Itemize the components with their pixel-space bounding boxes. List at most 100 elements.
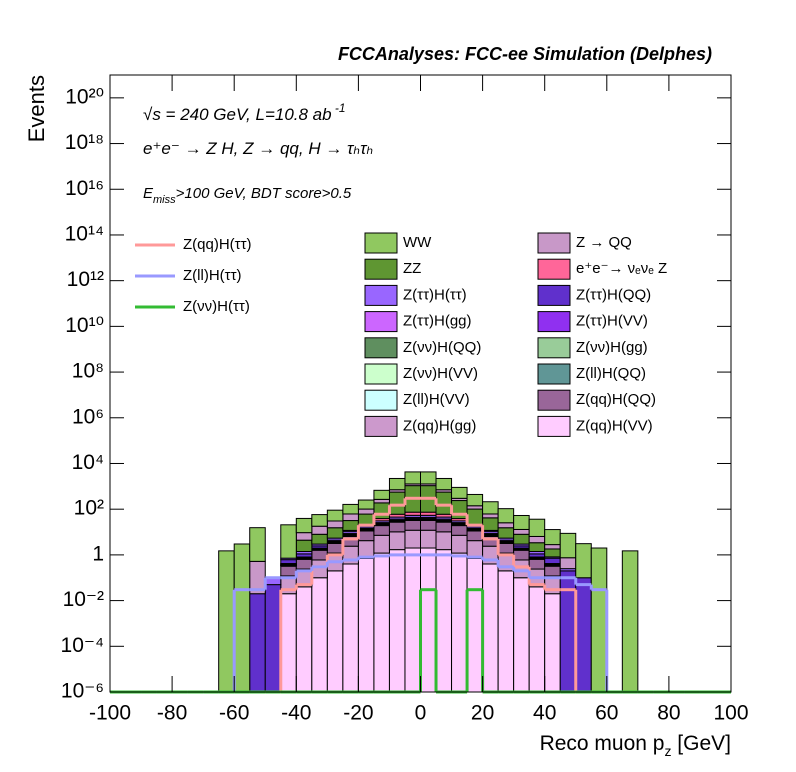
bar-segment bbox=[342, 563, 359, 693]
legend-label: Z → QQ bbox=[576, 234, 632, 251]
bar-segment bbox=[435, 531, 453, 551]
bar-segment bbox=[388, 477, 406, 491]
bar-segment bbox=[264, 584, 282, 693]
bar-segment bbox=[420, 471, 437, 485]
bar-segment bbox=[435, 521, 453, 533]
bar-segment bbox=[528, 542, 546, 552]
legend-swatch bbox=[537, 311, 571, 333]
y-tick-label: 10⁸ bbox=[72, 360, 104, 383]
bar-segment bbox=[497, 542, 515, 554]
bar-segment bbox=[466, 530, 484, 542]
legend-swatch bbox=[364, 363, 398, 385]
bar-segment bbox=[497, 570, 515, 693]
legend-swatch bbox=[537, 363, 571, 385]
bar-segment bbox=[497, 508, 515, 524]
legend-label: Z(ττ)H(QQ) bbox=[576, 286, 651, 303]
legend-swatch bbox=[364, 311, 398, 333]
legend-swatch bbox=[364, 284, 398, 306]
y-tick-label: 10¹⁶ bbox=[65, 177, 104, 200]
bar-segment bbox=[435, 549, 453, 693]
bar-segment bbox=[404, 547, 422, 693]
bar-segment bbox=[311, 525, 328, 535]
bar-segment bbox=[544, 565, 561, 577]
legend-swatch bbox=[537, 337, 571, 359]
legend-label: Z(νν)H(gg) bbox=[576, 339, 648, 356]
bar-segment bbox=[544, 529, 561, 546]
bar-segment bbox=[357, 530, 375, 542]
bar-segment bbox=[451, 552, 468, 693]
bar-segment bbox=[513, 559, 530, 579]
bar-segment bbox=[528, 586, 546, 693]
bar-segment bbox=[404, 529, 422, 549]
bar-segment bbox=[311, 577, 328, 693]
legend-swatch bbox=[364, 258, 398, 280]
bar-segment bbox=[388, 491, 406, 515]
bar-segment bbox=[295, 539, 313, 552]
y-tick-label: 1 bbox=[92, 542, 104, 565]
legend-swatch bbox=[537, 415, 571, 437]
x-axis-label-part: [GeV] bbox=[671, 732, 731, 755]
bar-segment bbox=[233, 543, 251, 693]
bar-segment bbox=[590, 547, 608, 693]
bar-segment bbox=[420, 519, 437, 531]
legend-label: Z(qq)H(gg) bbox=[403, 417, 476, 434]
bar-segment bbox=[326, 542, 344, 554]
bar-segment bbox=[249, 593, 266, 693]
x-tick-label: 80 bbox=[657, 702, 680, 725]
bar-segment bbox=[482, 513, 499, 519]
bar-segment bbox=[513, 533, 530, 545]
bar-segment bbox=[357, 499, 375, 510]
y-tick-label: 10¹⁸ bbox=[65, 131, 104, 154]
annotation-part: √s = 240 GeV, L=10.8 ab bbox=[143, 105, 332, 124]
annotation: e⁺e⁻ → Z H, Z → qq, H → τₕτₕ bbox=[143, 139, 373, 158]
bar-segment bbox=[357, 557, 375, 693]
legend-swatch bbox=[364, 337, 398, 359]
bar-segment bbox=[388, 521, 406, 533]
bar-segment bbox=[544, 593, 561, 693]
bar-segment bbox=[373, 534, 390, 554]
legend-label: Z(ll)H(QQ) bbox=[576, 365, 646, 382]
annotation-part: e⁺e⁻ → Z H, Z → qq, H → τₕτₕ bbox=[143, 139, 373, 158]
legend-swatch bbox=[364, 232, 398, 254]
bar-segment bbox=[435, 477, 453, 491]
legend-swatch bbox=[364, 389, 398, 411]
bar-segment bbox=[559, 532, 577, 559]
bar-segment bbox=[575, 543, 592, 579]
bar-segment bbox=[280, 565, 297, 577]
x-axis-label-part: z bbox=[664, 743, 671, 759]
legend-label: Z(ll)H(ττ) bbox=[183, 267, 242, 284]
bar-segment bbox=[295, 586, 313, 693]
bar-segment bbox=[420, 547, 437, 693]
annotation-part: E bbox=[143, 185, 154, 202]
bar-segment bbox=[311, 514, 328, 527]
y-tick-label: 10¹² bbox=[67, 268, 104, 291]
y-tick-label: 10¹⁴ bbox=[65, 223, 104, 246]
legend-label: Z(ττ)H(gg) bbox=[403, 313, 472, 330]
x-tick-label: 40 bbox=[533, 702, 556, 725]
legend-swatch bbox=[537, 258, 571, 280]
bar-segment bbox=[388, 549, 406, 693]
y-tick-label: 10⁶ bbox=[72, 405, 104, 428]
bar-segment bbox=[357, 508, 375, 515]
bar-segment bbox=[621, 550, 639, 693]
bar-segment bbox=[544, 548, 561, 558]
bar-segment bbox=[544, 544, 561, 550]
x-axis-label: Reco muon pz [GeV] bbox=[540, 732, 731, 759]
y-tick-label: 10¹⁰ bbox=[65, 314, 104, 337]
bar-segment bbox=[528, 558, 546, 570]
bar-segment bbox=[326, 509, 344, 522]
bar-segment bbox=[497, 522, 515, 529]
bar-segment bbox=[326, 520, 344, 529]
bar-segment bbox=[373, 552, 390, 693]
bar-segment bbox=[559, 557, 577, 570]
x-tick-label: -60 bbox=[219, 702, 249, 725]
bar-segment bbox=[280, 593, 297, 693]
x-tick-label: 20 bbox=[471, 702, 494, 725]
annotation-part: >100 GeV, BDT score>0.5 bbox=[176, 185, 352, 202]
legend-label: WW bbox=[403, 234, 432, 251]
y-tick-label: 10²⁰ bbox=[65, 85, 104, 108]
y-tick-label: 10⁴ bbox=[72, 451, 104, 474]
legend-swatch bbox=[537, 284, 571, 306]
legend-label: Z(qq)H(QQ) bbox=[576, 391, 656, 408]
x-tick-label: -20 bbox=[343, 702, 373, 725]
